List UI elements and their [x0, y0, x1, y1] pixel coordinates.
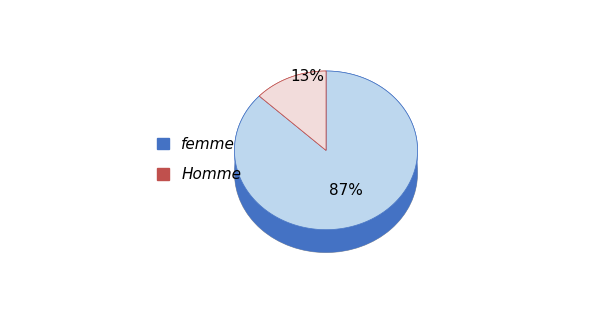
Legend: femme, Homme: femme, Homme [151, 131, 247, 188]
Polygon shape [235, 71, 418, 230]
Polygon shape [259, 71, 326, 150]
Text: 87%: 87% [329, 183, 363, 198]
Ellipse shape [235, 94, 418, 253]
Text: 13%: 13% [290, 69, 324, 84]
Polygon shape [259, 71, 326, 150]
Polygon shape [235, 151, 418, 253]
Polygon shape [235, 71, 418, 230]
